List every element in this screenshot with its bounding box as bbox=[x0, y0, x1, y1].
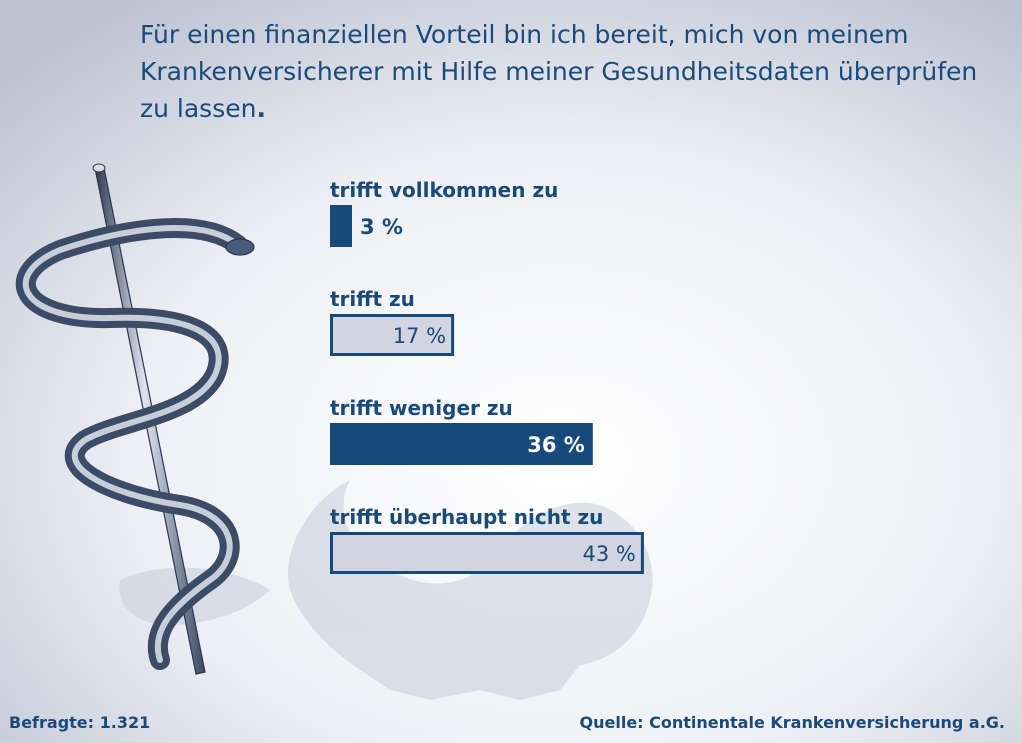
bar bbox=[330, 532, 644, 574]
value-label: 17 % bbox=[393, 324, 446, 348]
source-note: Quelle: Continentale Krankenversicherung… bbox=[579, 713, 1006, 732]
title-end-mark: . bbox=[256, 94, 266, 123]
serpent-head-icon bbox=[225, 238, 255, 256]
value-label: 43 % bbox=[583, 542, 636, 566]
respondents-count: Befragte: 1.321 bbox=[9, 713, 151, 732]
title-line-1: Für einen finanziellen Vorteil bin ich b… bbox=[140, 20, 909, 49]
category-label: trifft weniger zu bbox=[330, 396, 513, 420]
chart-title: Für einen finanziellen Vorteil bin ich b… bbox=[140, 16, 1000, 127]
value-label: 36 % bbox=[527, 433, 585, 457]
bar bbox=[330, 205, 352, 247]
title-line-3: zu lassen. bbox=[140, 90, 1000, 127]
title-line-2: Krankenversicherer mit Hilfe meiner Gesu… bbox=[140, 57, 978, 86]
value-label: 3 % bbox=[360, 215, 403, 239]
bar bbox=[330, 314, 455, 356]
category-label: trifft zu bbox=[330, 287, 415, 311]
bar bbox=[330, 423, 593, 465]
title-line-3-text: zu lassen bbox=[140, 94, 257, 123]
category-label: trifft vollkommen zu bbox=[330, 178, 558, 202]
asclepius-staff-icon bbox=[15, 163, 255, 675]
category-label: trifft überhaupt nicht zu bbox=[330, 505, 603, 529]
staff-top bbox=[92, 163, 106, 173]
